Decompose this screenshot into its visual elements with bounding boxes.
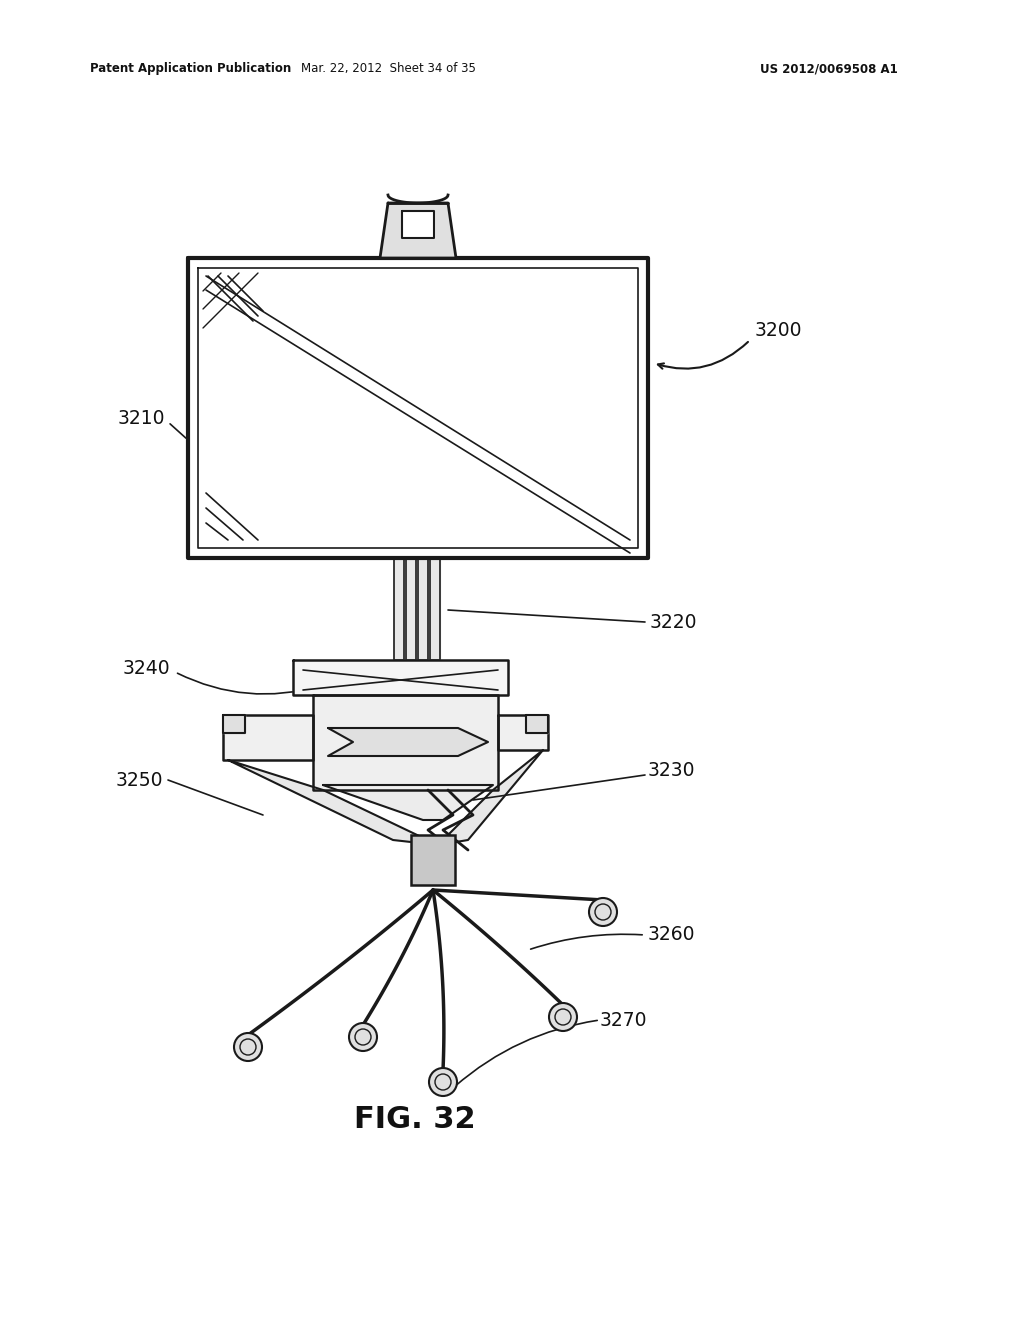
- Polygon shape: [418, 558, 428, 660]
- Bar: [411, 836, 455, 884]
- Polygon shape: [380, 203, 456, 257]
- Text: 3270: 3270: [600, 1011, 647, 1030]
- Polygon shape: [188, 257, 648, 558]
- Polygon shape: [223, 715, 313, 760]
- Text: 3250: 3250: [116, 771, 163, 789]
- Polygon shape: [228, 760, 438, 845]
- Polygon shape: [406, 558, 416, 660]
- Text: 3210: 3210: [118, 408, 165, 428]
- Circle shape: [549, 1003, 577, 1031]
- Polygon shape: [498, 715, 548, 750]
- Circle shape: [589, 898, 617, 927]
- Polygon shape: [223, 715, 245, 733]
- Text: FIG. 32: FIG. 32: [354, 1106, 476, 1134]
- Text: Mar. 22, 2012  Sheet 34 of 35: Mar. 22, 2012 Sheet 34 of 35: [301, 62, 475, 75]
- Polygon shape: [438, 750, 543, 845]
- Polygon shape: [323, 785, 493, 820]
- Text: US 2012/0069508 A1: US 2012/0069508 A1: [760, 62, 898, 75]
- Text: Patent Application Publication: Patent Application Publication: [90, 62, 291, 75]
- Circle shape: [234, 1034, 262, 1061]
- Polygon shape: [526, 715, 548, 733]
- Polygon shape: [394, 558, 404, 660]
- Circle shape: [349, 1023, 377, 1051]
- Text: 3200: 3200: [755, 321, 803, 339]
- Polygon shape: [313, 696, 498, 789]
- Text: 3230: 3230: [648, 760, 695, 780]
- Circle shape: [429, 1068, 457, 1096]
- Polygon shape: [293, 660, 508, 696]
- Text: 3220: 3220: [650, 612, 697, 631]
- Text: 3260: 3260: [648, 925, 695, 945]
- Text: 3240: 3240: [123, 659, 170, 677]
- Polygon shape: [328, 729, 488, 756]
- Polygon shape: [430, 558, 440, 660]
- Polygon shape: [402, 211, 434, 238]
